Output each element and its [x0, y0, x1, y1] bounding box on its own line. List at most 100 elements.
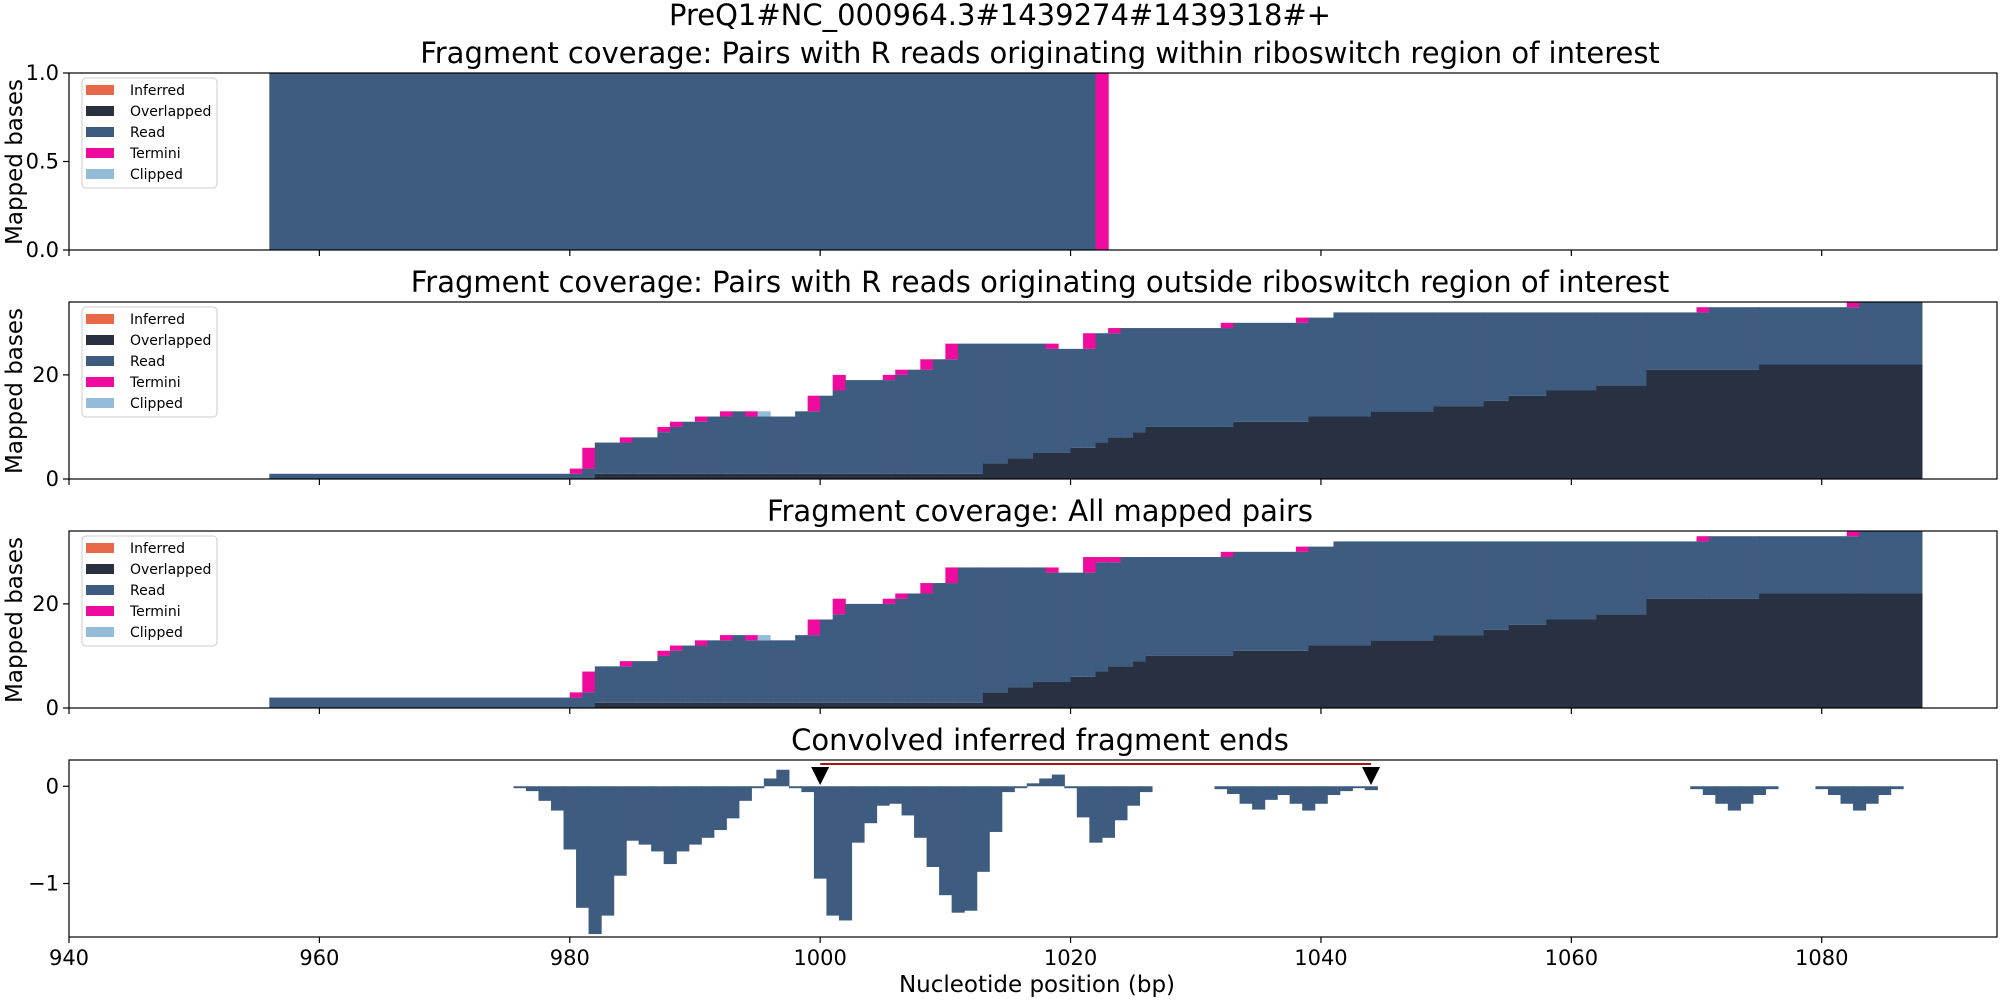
coverage-bar-overlapped	[1033, 681, 1047, 708]
inferred-end-bar	[1815, 786, 1829, 790]
coverage-bar-overlapped	[1759, 593, 1848, 708]
coverage-bar-read	[1846, 307, 1860, 365]
coverage-bar-overlapped	[707, 702, 721, 708]
coverage-bar-overlapped	[1108, 437, 1122, 479]
coverage-bar-read	[1220, 557, 1234, 656]
y-tick-label: 0.0	[26, 238, 59, 262]
coverage-bar-read	[657, 655, 671, 703]
inferred-end-bar	[914, 786, 928, 838]
legend-label-read: Read	[130, 354, 165, 370]
coverage-bar-read	[1083, 572, 1097, 677]
coverage-bar-overlapped	[945, 702, 959, 708]
coverage-bar-termini	[694, 416, 709, 422]
coverage-bar-read	[1058, 348, 1072, 453]
inferred-end-bar	[563, 786, 577, 850]
coverage-bar-overlapped	[1020, 687, 1034, 708]
inferred-end-bar	[638, 786, 652, 845]
coverage-bar-overlapped	[1070, 447, 1084, 479]
coverage-bar-overlapped	[1333, 645, 1372, 708]
y-tick-label: 20	[32, 363, 59, 387]
coverage-bar-termini	[669, 421, 684, 427]
y-tick-label: 1.0	[26, 61, 59, 85]
coverage-bar-read	[1433, 541, 1485, 636]
coverage-bar-read	[1095, 333, 1109, 443]
coverage-bar-read	[707, 416, 721, 474]
plot-marks	[269, 73, 1109, 250]
coverage-bar-overlapped	[1546, 390, 1597, 479]
y-tick-label: 0	[46, 467, 59, 491]
figure-suptitle: PreQ1#NC_000964.3#1439274#1439318#+	[669, 0, 1331, 32]
coverage-bar-overlapped	[957, 702, 984, 708]
coverage-bar-read	[632, 437, 659, 474]
legend-label-overlapped: Overlapped	[130, 333, 211, 349]
coverage-bar-read	[820, 619, 834, 703]
coverage-bar-read	[795, 411, 809, 474]
coverage-bar-termini	[720, 411, 734, 417]
panel-title: Fragment coverage: All mapped pairs	[767, 494, 1313, 528]
coverage-bar-read	[582, 468, 596, 479]
coverage-bar-overlapped	[757, 473, 771, 479]
coverage-bar-termini	[657, 426, 671, 433]
inferred-end-bar	[1076, 786, 1090, 818]
inferred-end-bar	[676, 786, 690, 852]
legend-label-termini: Termini	[129, 375, 181, 391]
coverage-bar-read	[770, 640, 796, 703]
coverage-bar-overlapped	[1233, 650, 1297, 708]
coverage-bar-overlapped	[1546, 619, 1597, 708]
inferred-end-bar	[1865, 786, 1879, 804]
legend-swatch-overlapped	[86, 564, 114, 574]
legend-swatch-clipped	[86, 398, 114, 408]
coverage-bar-overlapped	[1045, 681, 1059, 708]
inferred-end-bar	[688, 786, 702, 845]
coverage-bar-overlapped	[1308, 645, 1335, 708]
coverage-bar-overlapped	[1709, 369, 1760, 479]
coverage-bar-termini	[582, 447, 596, 469]
coverage-bar-termini	[1295, 317, 1310, 323]
inferred-end-bar	[701, 786, 715, 838]
coverage-bar-read	[1233, 322, 1297, 422]
coverage-bar-overlapped	[682, 702, 696, 708]
inferred-end-bar	[525, 786, 540, 792]
region-start-marker	[811, 767, 830, 785]
x-tick-label: 1000	[793, 946, 846, 970]
inferred-end-bar	[1765, 786, 1779, 790]
inferred-end-bar	[939, 786, 953, 896]
inferred-end-bar	[601, 786, 615, 916]
inferred-end-bar	[1014, 786, 1028, 789]
coverage-bar-read	[1083, 348, 1097, 448]
coverage-bar-overlapped	[932, 702, 946, 708]
inferred-end-bar	[588, 786, 602, 935]
inferred-end-bar	[1139, 786, 1153, 793]
coverage-bar-termini	[807, 395, 821, 412]
coverage-bar-read	[882, 380, 896, 474]
coverage-bar-overlapped	[1083, 447, 1097, 479]
coverage-bar-termini	[832, 374, 846, 391]
coverage-bar-overlapped	[820, 702, 834, 708]
y-axis-label: Mapped bases	[2, 308, 28, 474]
legend-swatch-read	[86, 127, 114, 137]
coverage-bar-termini	[619, 437, 633, 443]
inferred-end-bar	[976, 786, 990, 872]
coverage-bar-read	[1709, 536, 1760, 599]
coverage-bar-termini	[1696, 536, 1710, 542]
coverage-bar-overlapped	[1083, 676, 1097, 708]
coverage-bar-overlapped	[1120, 666, 1134, 708]
coverage-bar-read	[682, 421, 696, 474]
coverage-bar-read	[1045, 348, 1059, 453]
coverage-bar-overlapped	[694, 473, 709, 479]
coverage-bar-overlapped	[832, 702, 846, 708]
coverage-bar-termini	[720, 635, 734, 641]
coverage-bar-read	[1759, 307, 1848, 365]
coverage-bar-read	[795, 635, 809, 703]
inferred-end-bar	[1890, 786, 1904, 790]
coverage-bar-termini	[1095, 557, 1109, 563]
legend-label-overlapped: Overlapped	[130, 104, 211, 120]
coverage-bar-read	[694, 645, 709, 703]
coverage-bar-overlapped	[1646, 369, 1698, 479]
coverage-bar-termini	[1045, 567, 1059, 573]
plot-marks	[269, 302, 1923, 479]
inferred-end-bar	[826, 786, 840, 916]
coverage-bar-read	[1020, 567, 1034, 688]
coverage-bar-overlapped	[1371, 411, 1435, 479]
